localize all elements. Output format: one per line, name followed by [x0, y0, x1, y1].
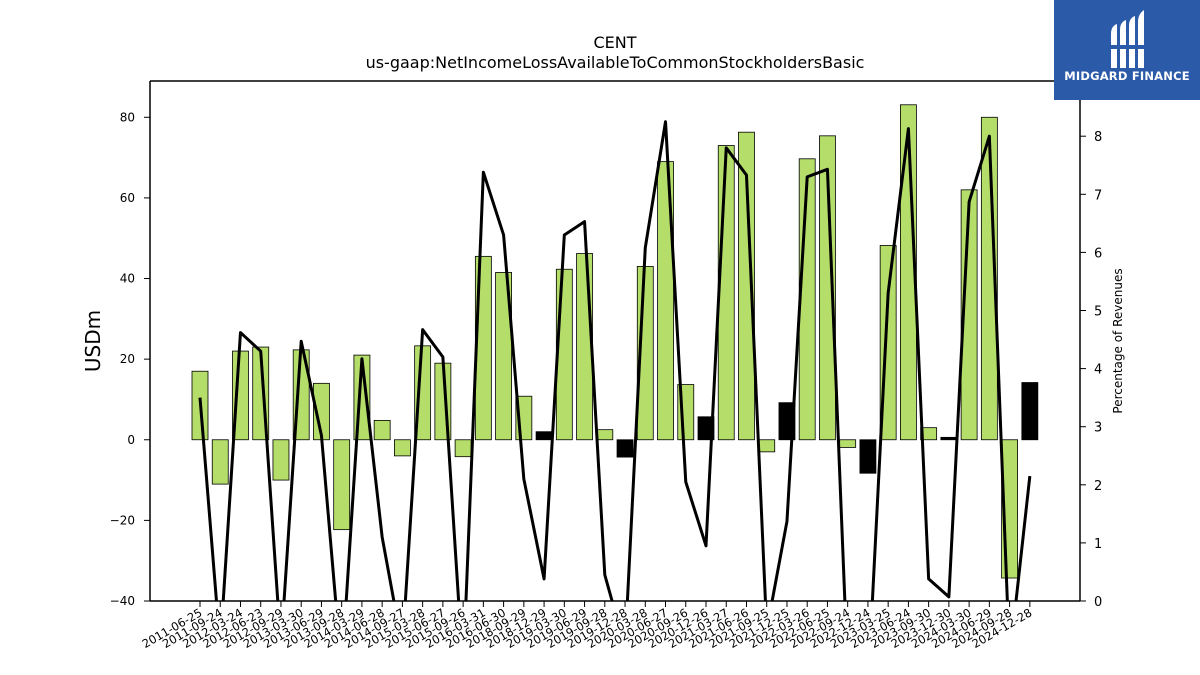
bar [333, 439, 351, 531]
bar [657, 161, 674, 441]
bar [211, 439, 229, 485]
y-tick-label: −20 [110, 513, 135, 527]
bar [697, 416, 715, 441]
bar [393, 439, 411, 457]
chart-subtitle: us-gaap:NetIncomeLossAvailableToCommonSt… [366, 53, 865, 72]
series-line [198, 120, 1032, 601]
bar [758, 439, 776, 453]
y2-tick-label: 6 [1094, 246, 1102, 261]
logo: MIDGARD FINANCE [1054, 0, 1200, 100]
y2-tick-label: 8 [1094, 130, 1102, 145]
y-tick-label: 80 [120, 110, 135, 124]
bar [940, 436, 958, 441]
bar [738, 131, 755, 441]
bar [717, 145, 735, 441]
y2-tick-label: 0 [1094, 595, 1102, 610]
bar [859, 439, 877, 474]
logo-text: MIDGARD FINANCE [1064, 69, 1190, 83]
y2-tick-label: 1 [1094, 537, 1102, 552]
y2-tick-label: 4 [1094, 363, 1102, 378]
y-axis-label: USDm [81, 310, 105, 372]
y2-tick-label: 2 [1094, 479, 1102, 494]
bar [576, 253, 593, 441]
bar [454, 439, 472, 458]
y-tick-label: −40 [110, 594, 135, 608]
bar [1021, 382, 1039, 441]
bar [596, 429, 614, 441]
bar [272, 439, 290, 481]
bar [839, 439, 857, 448]
y2-tick-label: 7 [1094, 188, 1102, 203]
y2-tick-label: 3 [1094, 421, 1102, 436]
bar [616, 439, 634, 458]
y-tick-label: 20 [120, 352, 135, 366]
y-tick-label: 0 [127, 433, 135, 447]
bar [819, 135, 836, 441]
bar [535, 431, 553, 441]
y-tick-label: 40 [120, 272, 135, 286]
bar [495, 272, 513, 441]
bar [980, 116, 998, 441]
midgard-logo-icon [1111, 10, 1144, 68]
y2-tick-label: 5 [1094, 304, 1102, 319]
y-tick-label: 60 [120, 191, 135, 205]
bar [373, 420, 391, 441]
y2-axis-label: Percentage of Revenues [1111, 268, 1125, 413]
chart-title: CENT [593, 33, 636, 52]
